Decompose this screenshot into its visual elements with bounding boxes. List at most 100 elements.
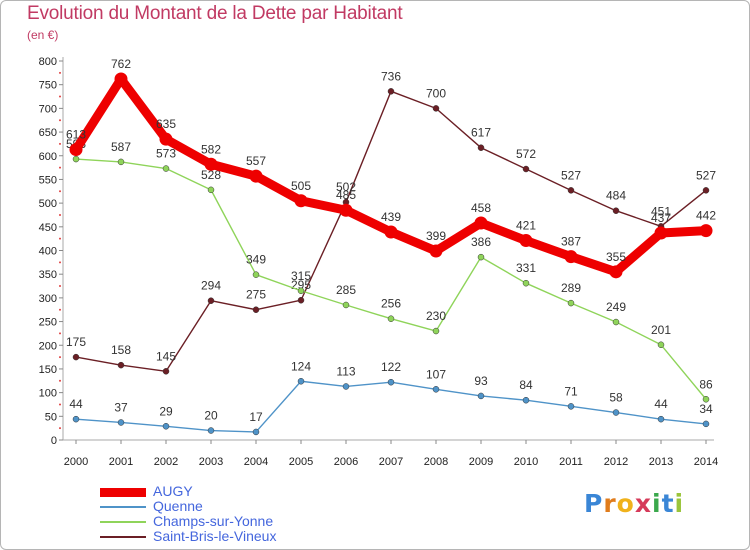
- data-point: [699, 224, 713, 238]
- data-point: [432, 327, 440, 335]
- x-tick-label: 2009: [469, 456, 493, 468]
- y-tick-label: 350: [39, 269, 57, 281]
- y-minor-dot: [59, 190, 61, 193]
- data-point: [567, 187, 575, 194]
- data-point: [429, 244, 443, 258]
- x-tick-label: 2011: [559, 456, 583, 468]
- data-label: 587: [111, 140, 131, 154]
- data-label: 256: [381, 297, 401, 311]
- logo-letter: t: [661, 489, 675, 518]
- data-point: [297, 296, 305, 304]
- data-label: 386: [471, 235, 491, 249]
- y-tick-label: 550: [39, 174, 57, 186]
- data-label: 527: [561, 168, 581, 182]
- data-label: 37: [114, 400, 128, 414]
- y-minor-dot: [59, 95, 61, 98]
- y-tick-label: 50: [45, 411, 57, 423]
- data-point: [609, 265, 623, 279]
- y-minor-dot: [59, 332, 61, 335]
- data-label: 86: [699, 377, 713, 391]
- data-label: 124: [291, 359, 311, 373]
- x-tick-label: 2014: [694, 456, 718, 468]
- y-tick-label: 250: [39, 317, 57, 329]
- proxiti-logo: Proxiti: [584, 489, 684, 518]
- data-point: [657, 415, 665, 423]
- data-point: [294, 194, 308, 208]
- data-label: 442: [696, 209, 716, 223]
- data-label: 201: [651, 323, 671, 337]
- data-label: 762: [111, 57, 131, 71]
- data-point: [477, 253, 485, 261]
- data-label: 505: [291, 179, 311, 193]
- data-point: [207, 427, 215, 434]
- data-label: 635: [156, 117, 176, 131]
- x-tick-label: 2001: [109, 456, 133, 468]
- data-label: 485: [336, 188, 356, 202]
- data-point: [387, 315, 395, 322]
- data-label: 249: [606, 300, 626, 314]
- logo-letter: r: [603, 489, 617, 518]
- x-tick-label: 2012: [604, 456, 628, 468]
- series-line: [71, 74, 711, 277]
- x-tick-label: 2002: [154, 456, 178, 468]
- data-point: [387, 88, 395, 95]
- data-point: [114, 72, 128, 86]
- y-tick-label: 300: [39, 293, 57, 305]
- data-label: 285: [336, 283, 356, 297]
- data-label: 175: [66, 335, 86, 349]
- x-tick-label: 2003: [199, 456, 223, 468]
- y-minor-dot: [59, 261, 61, 264]
- legend-swatch: [100, 536, 146, 538]
- data-point: [519, 234, 533, 248]
- data-point: [567, 403, 575, 410]
- data-point: [522, 279, 530, 287]
- y-minor-dot: [59, 213, 61, 216]
- data-label: 458: [471, 201, 491, 215]
- data-label: 355: [606, 250, 626, 264]
- data-point: [702, 420, 710, 428]
- data-point: [474, 216, 488, 230]
- data-point: [522, 165, 530, 173]
- data-label: 34: [699, 402, 713, 416]
- y-minor-dot: [59, 427, 61, 430]
- data-point: [432, 105, 440, 112]
- data-label: 557: [246, 154, 266, 168]
- data-label: 84: [519, 378, 533, 392]
- legend-label: Quenne: [153, 498, 203, 514]
- data-label: 582: [201, 142, 221, 156]
- data-label: 528: [201, 168, 221, 182]
- data-point: [69, 143, 83, 157]
- data-point: [432, 386, 440, 393]
- y-minor-dot: [59, 166, 61, 169]
- data-label: 17: [249, 410, 263, 424]
- data-label: 20: [204, 409, 218, 423]
- x-tick-label: 2013: [649, 456, 673, 468]
- data-point: [72, 155, 80, 163]
- data-point: [204, 157, 218, 171]
- x-tick-label: 2006: [334, 456, 358, 468]
- data-point: [297, 287, 305, 295]
- data-point: [702, 396, 710, 403]
- data-label: 502: [336, 180, 356, 194]
- data-label: 158: [111, 343, 131, 357]
- data-point: [162, 423, 170, 430]
- data-point: [477, 392, 485, 400]
- data-label: 122: [381, 360, 401, 374]
- data-point: [159, 132, 173, 146]
- logo-letter: o: [616, 489, 635, 518]
- y-minor-dot: [59, 308, 61, 311]
- y-minor-dot: [59, 356, 61, 359]
- data-label: 71: [564, 384, 578, 398]
- data-point: [612, 207, 620, 214]
- data-point: [339, 203, 353, 217]
- data-point: [252, 306, 260, 313]
- data-label: 617: [471, 126, 491, 140]
- y-tick-label: 0: [51, 435, 57, 447]
- y-tick-label: 450: [39, 222, 57, 234]
- data-point: [567, 299, 575, 307]
- data-point: [654, 226, 668, 240]
- data-label: 58: [609, 391, 623, 405]
- data-label: 736: [381, 69, 401, 83]
- y-tick-label: 600: [39, 151, 57, 163]
- data-point: [162, 368, 170, 375]
